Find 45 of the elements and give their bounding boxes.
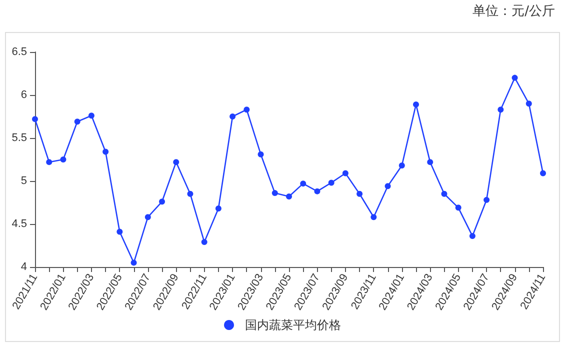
point	[484, 196, 490, 203]
point	[159, 198, 165, 205]
point	[230, 114, 236, 120]
point	[173, 159, 180, 166]
point	[512, 74, 518, 81]
point	[74, 118, 80, 125]
point	[328, 180, 334, 186]
point	[370, 214, 377, 220]
point	[187, 190, 194, 197]
point	[398, 162, 405, 169]
point	[498, 106, 504, 113]
point	[384, 183, 391, 190]
point	[413, 101, 419, 108]
point	[300, 180, 306, 187]
point	[215, 206, 222, 212]
point	[130, 260, 137, 266]
point	[441, 190, 448, 197]
y-tick-label: 4.5	[12, 218, 27, 230]
y-tick-label: 4	[20, 261, 27, 273]
text: 单位：元/公斤	[472, 3, 555, 20]
y-tick-label: 5.5	[12, 132, 27, 144]
point	[540, 170, 546, 176]
point	[526, 100, 532, 107]
y-tick-label: 6	[20, 89, 27, 101]
point	[455, 204, 462, 211]
point	[356, 190, 363, 197]
point	[32, 116, 38, 122]
point	[286, 193, 292, 200]
point	[244, 106, 250, 113]
point	[258, 151, 264, 158]
point	[116, 228, 123, 235]
point	[201, 239, 208, 246]
y-tick-label: 6.5	[12, 46, 27, 58]
point	[60, 156, 66, 162]
point	[272, 190, 278, 196]
legend-label: 国内蔬菜平均价格	[245, 318, 341, 332]
point	[46, 159, 52, 166]
point	[342, 170, 348, 176]
point	[88, 112, 94, 119]
y-tick-label: 5	[20, 175, 27, 187]
point	[314, 188, 320, 194]
point	[469, 233, 476, 240]
point	[427, 159, 434, 166]
point	[102, 148, 109, 155]
point	[144, 214, 151, 220]
